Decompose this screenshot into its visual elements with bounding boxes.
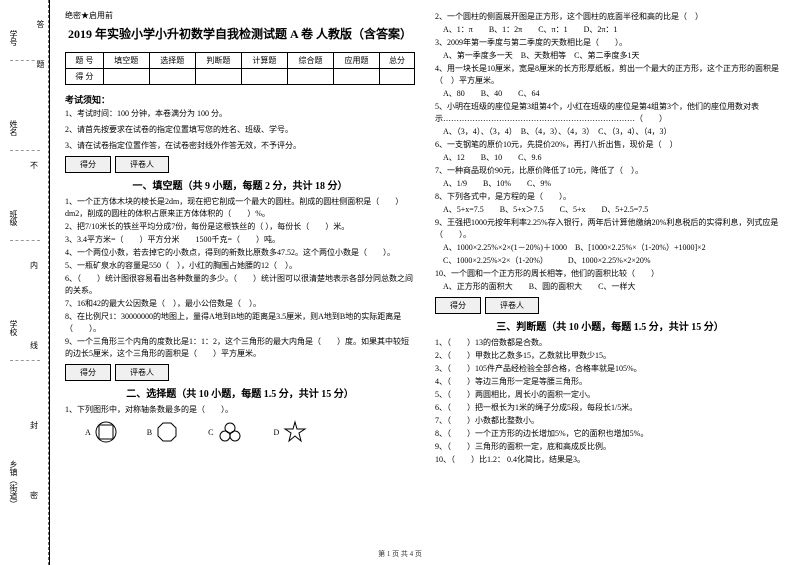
margin-underline <box>10 240 40 241</box>
option-d: D <box>273 420 307 444</box>
q3-9: 9、（ ）三角形的面积一定，底和高成反比例。 <box>435 441 785 453</box>
section-score-box: 得分 评卷人 <box>65 364 415 381</box>
q3-2: 2、（ ）甲数比乙数多15，乙数就比甲数少15。 <box>435 350 785 362</box>
q2-7-opt: A、1/9 B、10% C、9% <box>435 178 785 190</box>
q1-8: 8、在比例尺1：30000000的地图上，量得A地到B地的距离是3.5厘米，则A… <box>65 311 415 335</box>
q2-8-opt: A、5+x=7.5 B、5+x＞7.5 C、5+x D、5+2.5=7.5 <box>435 204 785 216</box>
section1-title: 一、填空题（共 9 小题，每题 2 分，共计 18 分） <box>65 177 415 192</box>
th-num: 题 号 <box>66 53 104 69</box>
q2-6-opt: A、12 B、10 C、9.6 <box>435 152 785 164</box>
section-score-box: 得分 评卷人 <box>65 156 415 173</box>
q2-3-opt: A、第一季度多一天 B、天数相等 C、第二季度多1天 <box>435 50 785 62</box>
square-in-circle-icon <box>95 421 117 443</box>
th-choice: 选择题 <box>149 53 195 69</box>
q3-7: 7、（ ）小数都比整数小。 <box>435 415 785 427</box>
th-judge: 判断题 <box>195 53 241 69</box>
q1-7: 7、16和42的最大公因数是（ ），最小公倍数是（ ）。 <box>65 298 415 310</box>
section-score-box: 得分 评卷人 <box>435 297 785 314</box>
q1-2: 2、把7/10米长的铁丝平均分成7份，每份是这根铁丝的（ ），每份长（ ）米。 <box>65 221 415 233</box>
section3-title: 三、判断题（共 10 小题，每题 1.5 分，共计 15 分） <box>435 318 785 333</box>
q1-1: 1、一个正方体木块的棱长是2dm，现在把它削成一个最大的圆柱。削成的圆柱侧面积是… <box>65 196 415 220</box>
q2-6: 6、一支钢笔的原价10元，先提价20%，再打八折出售，现价是（ ） <box>435 139 785 151</box>
reviewer-cell: 评卷人 <box>115 364 169 381</box>
reviewer-cell: 评卷人 <box>485 297 539 314</box>
margin-label-class: 班级 <box>8 210 19 226</box>
score-cell: 得分 <box>435 297 481 314</box>
notice-item: 2、请首先按要求在试卷的指定位置填写您的姓名、班级、学号。 <box>65 124 415 136</box>
th-total: 总分 <box>380 53 415 69</box>
q2-10-opt: A、正方形的面积大 B、圆的面积大 C、一样大 <box>435 281 785 293</box>
star-icon <box>283 420 307 444</box>
margin-label-id: 学号 <box>8 30 19 46</box>
fold-char-4: 封 <box>30 420 38 431</box>
option-b: B <box>147 421 178 443</box>
option-c: C <box>208 421 243 443</box>
option-a: A <box>85 421 117 443</box>
margin-label-school: 学校 <box>8 320 19 336</box>
q2-4: 4、用一块长是10厘米，宽是8厘米的长方形厚纸板，剪出一个最大的正方形，这个正方… <box>435 63 785 87</box>
q2-5-opt: A、（3，4）、（3，4） B、（4，3）、（4，3） C、（3，4）、（4，3… <box>435 126 785 138</box>
table-row: 题 号 填空题 选择题 判断题 计算题 综合题 应用题 总分 <box>66 53 415 69</box>
q3-4: 4、（ ）等边三角形一定是等腰三角形。 <box>435 376 785 388</box>
left-column: 绝密★启用前 2019 年实验小学小升初数学自我检测试题 A 卷 人教版（含答案… <box>65 10 415 555</box>
shape-options: A B C D <box>85 420 415 444</box>
octagon-icon <box>156 421 178 443</box>
q2-10: 10、一个圆和一个正方形的周长相等，他们的面积比较（ ） <box>435 268 785 280</box>
q3-1: 1、（ ）13的倍数都是合数。 <box>435 337 785 349</box>
q3-10: 10、（ ）比1.2： 0.4化简比，结果是3。 <box>435 454 785 466</box>
q2-4-opt: A、80 B、40 C、64 <box>435 88 785 100</box>
margin-underline <box>10 60 40 61</box>
three-circles-icon <box>217 421 243 443</box>
margin-label-name: 姓名 <box>8 120 19 136</box>
q2-8: 8、下列各式中，是方程的是（ ）。 <box>435 191 785 203</box>
notice-item: 1、考试时间：100 分钟，本卷满分为 100 分。 <box>65 108 415 120</box>
reviewer-cell: 评卷人 <box>115 156 169 173</box>
q3-8: 8、（ ）一个正方形的边长增加5%，它的面积也增加5%。 <box>435 428 785 440</box>
binding-margin: 学号 姓名 班级 学校 乡镇（街道） 答 题 不 内 线 封 密 <box>0 0 50 565</box>
q1-9: 9、一个三角形三个内角的度数比是1：1：2，这个三角形的最大内角是（ ）度。如果… <box>65 336 415 360</box>
th-app: 应用题 <box>334 53 380 69</box>
confidential-label: 绝密★启用前 <box>65 10 415 21</box>
q3-6: 6、（ ）把一根长为1米的绳子分成5段，每段长1/5米。 <box>435 402 785 414</box>
q2-9: 9、王强把1000元按年利率2.25%存入银行，两年后计算他缴纳20%利息税后的… <box>435 217 785 241</box>
right-column: 2、一个圆柱的侧面展开图是正方形，这个圆柱的底面半径和高的比是（ ） A、1：π… <box>435 10 785 555</box>
notice-heading: 考试须知： <box>65 93 415 106</box>
margin-label-town: 乡镇（街道） <box>8 460 19 508</box>
content-area: 绝密★启用前 2019 年实验小学小升初数学自我检测试题 A 卷 人教版（含答案… <box>50 0 800 565</box>
q3-3: 3、（ ）105件产品经检验全部合格，合格率就是105%。 <box>435 363 785 375</box>
margin-underline <box>10 150 40 151</box>
q2-2-opt: A、1：π B、1：2π C、π：1 D、2π：1 <box>435 24 785 36</box>
fold-char-3: 线 <box>30 340 38 351</box>
td-score: 得 分 <box>66 69 104 85</box>
q2-1: 1、下列图形中，对称轴条数最多的是（ ）。 <box>65 404 415 416</box>
q1-6: 6、（ ）统计图很容易看出各种数量的多少。（ ）统计图可以很清楚地表示各部分同总… <box>65 273 415 297</box>
q2-9-opt1: A、1000×2.25%×2×(1－20%)＋1000 B、[1000×2.25… <box>435 242 785 254</box>
th-fill: 填空题 <box>103 53 149 69</box>
exam-title: 2019 年实验小学小升初数学自我检测试题 A 卷 人教版（含答案） <box>65 25 415 42</box>
q1-3: 3、3.4平方米=（ ）平方分米 1500千克=（ ）吨。 <box>65 234 415 246</box>
score-cell: 得分 <box>65 156 111 173</box>
q1-4: 4、一个两位小数，若去掉它的小数点，得到的新数比原数多47.52。这个两位小数是… <box>65 247 415 259</box>
q2-7: 7、一种商品现价90元，比原价降低了10元，降低了（ ）。 <box>435 165 785 177</box>
score-summary-table: 题 号 填空题 选择题 判断题 计算题 综合题 应用题 总分 得 分 <box>65 52 415 85</box>
q2-3: 3、2009年第一季度与第二季度的天数相比是（ ）。 <box>435 37 785 49</box>
th-calc: 计算题 <box>241 53 287 69</box>
fold-char-1: 不 <box>30 160 38 171</box>
q1-5: 5、一瓶矿泉水的容量是550（ ），小红的胸围占她腰的12（ ）。 <box>65 260 415 272</box>
notice-item: 3、请在试卷指定位置作答，在试卷密封线外作答无效，不予评分。 <box>65 140 415 152</box>
fold-char-2: 内 <box>30 260 38 271</box>
page-footer: 第 1 页 共 4 页 <box>0 549 800 559</box>
section2-title: 二、选择题（共 10 小题，每题 1.5 分，共计 15 分） <box>65 385 415 400</box>
q2-9-opt2: C、1000×2.25%×2×（1-20%） D、1000×2.25%×2×20… <box>435 255 785 267</box>
fold-line <box>48 0 49 565</box>
table-row: 得 分 <box>66 69 415 85</box>
q2-5: 5、小明在班级的座位是第3组第4个，小红在班级的座位是第4组第3个，他们的座位用… <box>435 101 785 125</box>
q3-5: 5、（ ）两圆相比，周长小的面积一定小。 <box>435 389 785 401</box>
margin-underline <box>10 360 40 361</box>
fold-char-5: 密 <box>30 490 38 501</box>
th-comp: 综合题 <box>287 53 333 69</box>
score-cell: 得分 <box>65 364 111 381</box>
q2-2: 2、一个圆柱的侧面展开图是正方形，这个圆柱的底面半径和高的比是（ ） <box>435 11 785 23</box>
